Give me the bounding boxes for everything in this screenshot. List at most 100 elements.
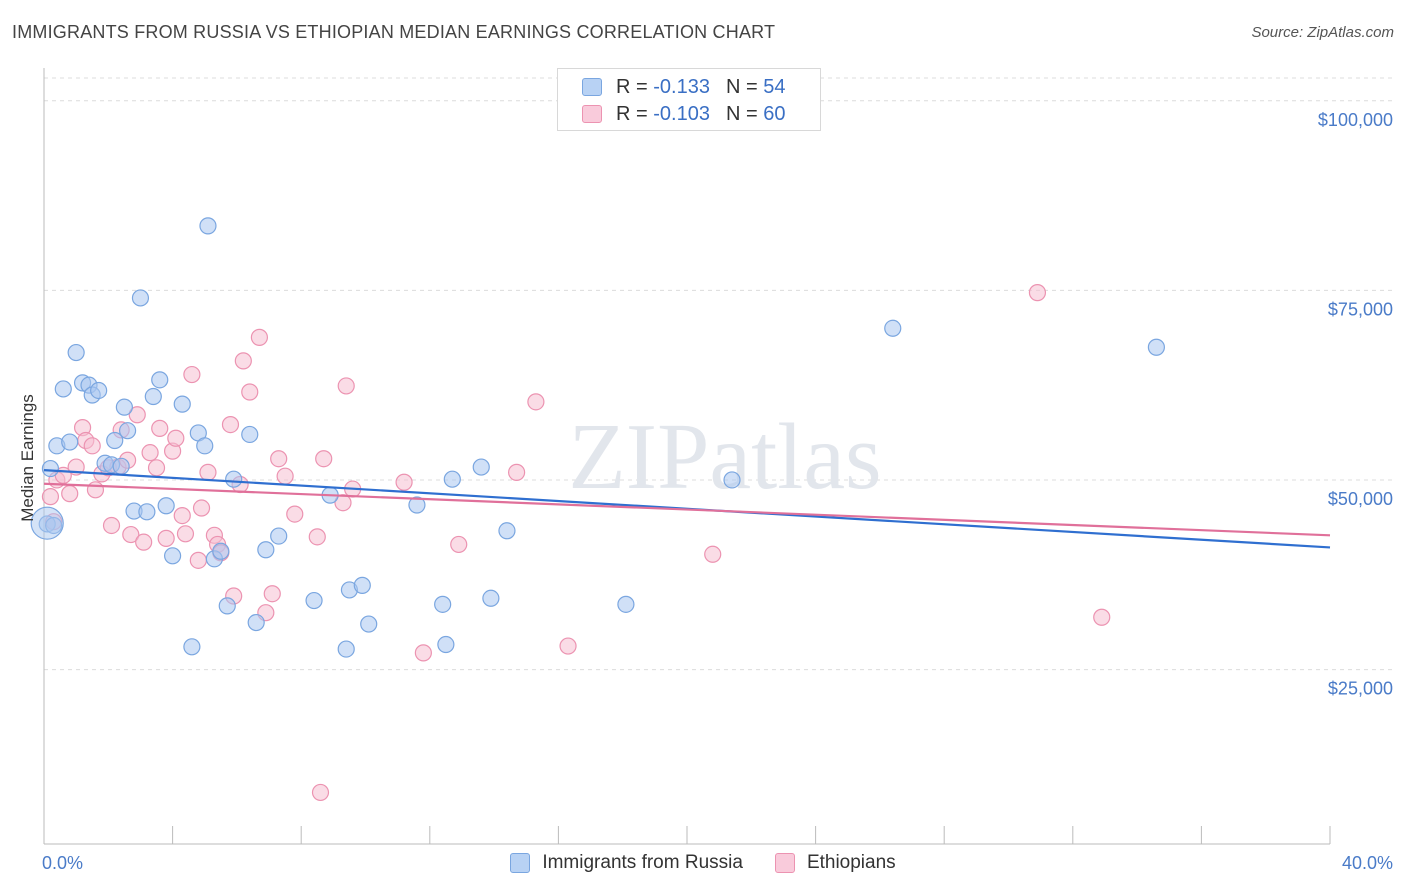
data-point	[508, 463, 526, 481]
data-point	[41, 459, 60, 478]
data-point	[61, 433, 79, 451]
data-point	[83, 437, 101, 455]
trend-lines	[43, 469, 1331, 549]
data-point	[305, 591, 323, 610]
data-point	[112, 457, 130, 475]
legend-r-value: -0.133	[653, 75, 710, 98]
data-point	[311, 783, 330, 802]
data-point	[189, 551, 207, 569]
data-point	[141, 444, 159, 462]
data-point	[443, 470, 461, 488]
series-ethiopians	[41, 284, 1111, 802]
data-point	[212, 542, 230, 560]
tick-labels: $25,000 $50,000 $75,000 $100,000 0.0% 40.0%	[42, 110, 1393, 873]
data-point	[1093, 608, 1111, 626]
trend-line-ethiopians	[43, 482, 1331, 537]
data-point	[131, 289, 150, 307]
data-point	[138, 503, 156, 521]
data-point	[414, 644, 432, 662]
data-point	[482, 589, 500, 607]
data-point	[173, 395, 191, 413]
data-point	[527, 393, 545, 411]
data-point	[164, 547, 182, 565]
data-point	[450, 535, 468, 554]
data-point	[723, 471, 741, 489]
data-point	[192, 499, 211, 517]
series-legend: Immigrants from Russia Ethiopians	[0, 852, 1406, 874]
legend-row-ethiopians: R = -0.103 N = 60	[582, 102, 785, 126]
data-point	[234, 352, 252, 370]
data-point	[617, 595, 635, 613]
data-point	[118, 422, 137, 440]
y-tick-label: $100,000	[1318, 110, 1393, 130]
data-point	[270, 450, 288, 468]
data-point	[221, 415, 240, 434]
series-legend-item-ethiopians[interactable]: Ethiopians	[774, 852, 896, 874]
data-point	[437, 635, 455, 654]
y-tick-label: $75,000	[1328, 299, 1393, 319]
data-point	[1028, 284, 1047, 302]
data-point	[360, 615, 378, 633]
legend-n-value: 60	[763, 102, 786, 125]
data-point	[128, 406, 146, 424]
grid-lines	[44, 77, 1394, 671]
source-credit: Source: ZipAtlas.com	[1251, 24, 1394, 41]
data-point	[61, 485, 79, 503]
data-point	[199, 217, 217, 235]
x-tick-label-max: 40.0%	[1342, 853, 1393, 873]
data-point	[54, 380, 72, 398]
data-point	[151, 419, 169, 437]
data-point	[704, 545, 722, 563]
data-point	[276, 467, 294, 485]
legend-n-label: N =	[725, 75, 758, 98]
data-point	[122, 525, 140, 544]
series-swatch-russia	[510, 853, 531, 873]
data-point	[250, 328, 269, 346]
legend-row-russia: R = -0.133 N = 54	[582, 75, 785, 99]
data-point	[498, 522, 516, 540]
data-point	[263, 585, 281, 603]
data-point	[225, 470, 243, 488]
legend-r-value: -0.103	[653, 102, 710, 125]
data-point	[157, 529, 175, 547]
data-point	[559, 637, 577, 655]
data-point	[434, 595, 452, 613]
series-swatch-ethiopians	[774, 853, 795, 873]
legend-r-label: R =	[616, 75, 648, 98]
data-point	[395, 473, 413, 491]
data-point	[183, 365, 201, 384]
data-point	[308, 528, 326, 546]
legend-swatch-ethiopians	[582, 105, 602, 123]
data-point	[90, 381, 108, 400]
series-label-ethiopians: Ethiopians	[806, 852, 896, 873]
data-point	[247, 613, 265, 632]
legend-r-label: R =	[616, 102, 648, 125]
data-point	[196, 437, 214, 455]
y-axis-label: Median Earnings	[18, 394, 37, 522]
data-point	[337, 640, 355, 658]
data-point	[41, 488, 60, 506]
data-point	[199, 463, 217, 481]
data-point	[315, 450, 333, 468]
data-point	[135, 533, 153, 551]
data-point	[1147, 338, 1165, 356]
data-point	[337, 377, 355, 395]
legend-swatch-russia	[582, 78, 602, 96]
data-point	[270, 527, 288, 545]
data-point	[353, 576, 371, 594]
data-point	[144, 387, 162, 406]
data-point	[147, 459, 166, 477]
data-point	[884, 319, 902, 337]
series-label-russia: Immigrants from Russia	[542, 852, 743, 873]
data-point	[173, 507, 191, 525]
data-point	[67, 343, 85, 362]
data-point	[151, 371, 169, 389]
correlation-legend: R = -0.133 N = 54 R = -0.103 N = 60	[557, 68, 821, 131]
data-point	[241, 425, 259, 444]
data-point	[257, 541, 275, 559]
data-point	[408, 496, 426, 514]
legend-n-label: N =	[725, 102, 758, 125]
series-legend-item-russia[interactable]: Immigrants from Russia	[510, 852, 743, 874]
data-point	[183, 638, 201, 656]
